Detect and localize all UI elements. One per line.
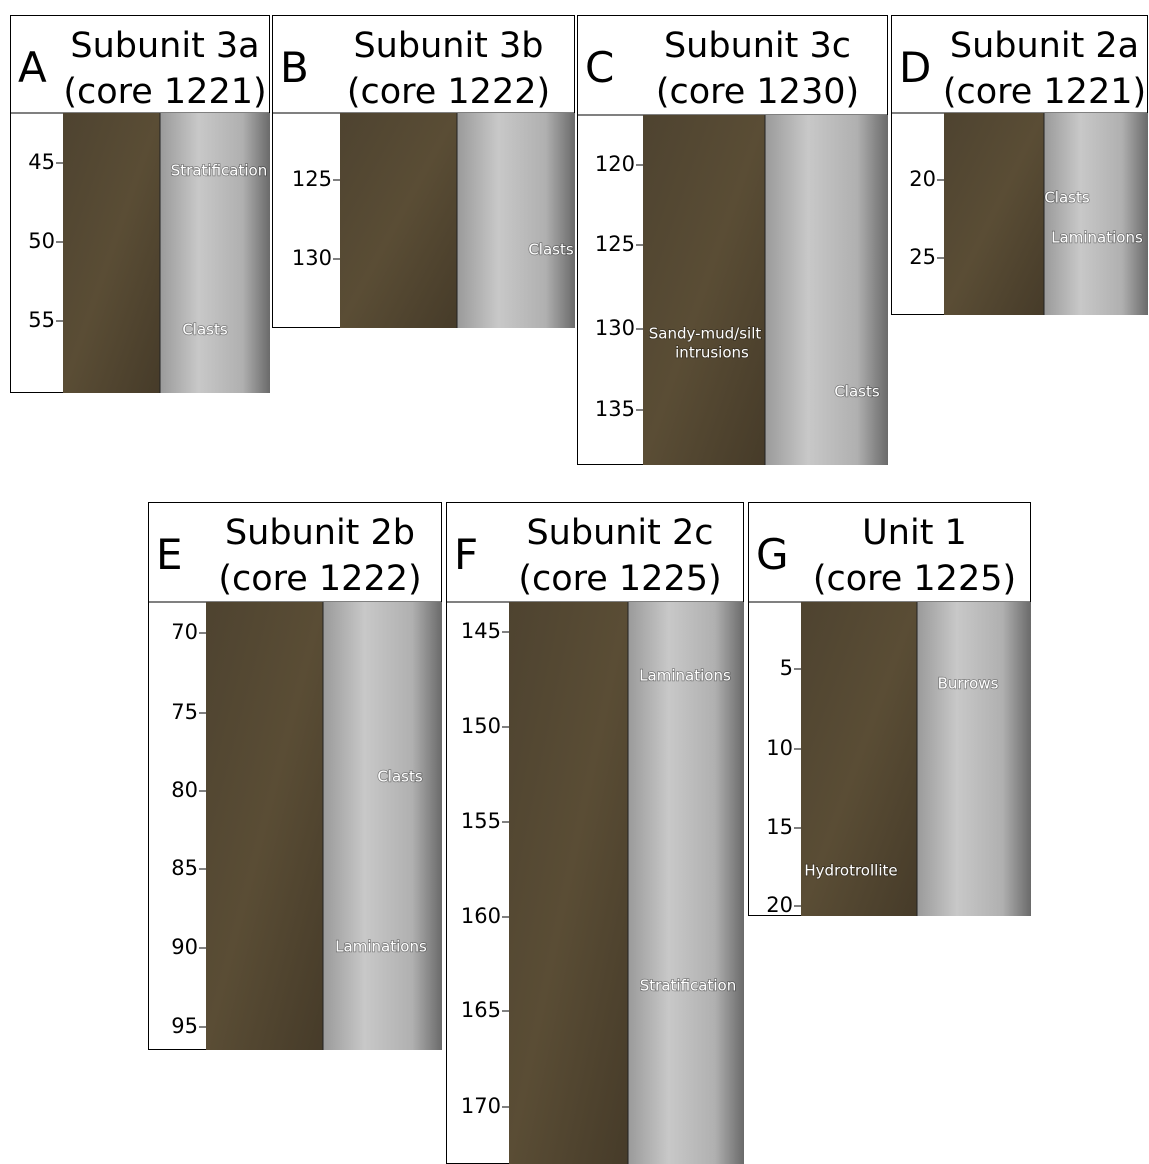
panel-letter: G <box>756 530 789 579</box>
depth-label: 20 <box>909 167 936 191</box>
panel-letter: B <box>280 43 309 92</box>
panel-title: Subunit 2a <box>950 26 1139 66</box>
annotation: Laminations <box>1051 229 1143 247</box>
depth-label: 130 <box>292 246 332 270</box>
core-photo <box>63 113 160 393</box>
depth-label: 85 <box>171 856 198 880</box>
panel-title: Subunit 2c <box>526 513 713 553</box>
annotation: Laminations <box>639 667 731 685</box>
depth-label: 170 <box>461 1094 501 1118</box>
panel-title: Subunit 2b <box>225 513 415 553</box>
core-xray <box>457 113 575 328</box>
depth-label: 155 <box>461 809 501 833</box>
annotation: Stratification <box>640 977 736 995</box>
core-xray <box>1044 113 1148 315</box>
depth-label: 45 <box>28 150 55 174</box>
depth-label: 20 <box>766 893 793 917</box>
core-xray <box>323 602 442 1050</box>
panel-subtitle: (core 1222) <box>218 559 421 599</box>
depth-label: 10 <box>766 736 793 760</box>
core-xray <box>628 602 744 1164</box>
panel-title: Unit 1 <box>862 513 967 553</box>
annotation: Clasts <box>1044 189 1090 207</box>
panel-title: Subunit 3b <box>353 26 543 66</box>
depth-label: 125 <box>595 232 635 256</box>
annotation: Hydrotrollite <box>804 862 897 880</box>
core-photo <box>801 602 917 916</box>
core-photo <box>340 113 457 328</box>
panel-letter: E <box>156 530 183 579</box>
depth-label: 90 <box>171 935 198 959</box>
depth-label: 125 <box>292 167 332 191</box>
panel-title: Subunit 3a <box>70 26 259 66</box>
depth-label: 165 <box>461 998 501 1022</box>
depth-label: 25 <box>909 245 936 269</box>
depth-label: 80 <box>171 778 198 802</box>
core-xray <box>917 602 1031 916</box>
core-photo <box>206 602 323 1050</box>
annotation: Clasts <box>182 321 228 339</box>
annotation: Burrows <box>938 675 999 693</box>
annotation: Clasts <box>377 768 423 786</box>
depth-label: 55 <box>28 308 55 332</box>
depth-label: 160 <box>461 904 501 928</box>
annotation: Laminations <box>335 938 427 956</box>
core-xray <box>160 113 270 393</box>
panel-letter: A <box>18 43 47 92</box>
depth-label: 5 <box>780 656 793 680</box>
core-xray <box>765 115 888 465</box>
panel-letter: D <box>899 43 931 92</box>
panel-subtitle: (core 1225) <box>518 559 721 599</box>
depth-label: 70 <box>171 620 198 644</box>
annotation: Stratification <box>171 162 267 180</box>
annotation: Clasts <box>834 383 880 401</box>
panel-subtitle: (core 1225) <box>813 559 1016 599</box>
depth-label: 130 <box>595 316 635 340</box>
core-photo <box>509 602 628 1164</box>
depth-label: 50 <box>28 229 55 253</box>
depth-label: 150 <box>461 714 501 738</box>
panel-subtitle: (core 1221) <box>943 72 1146 112</box>
panel-title: Subunit 3c <box>664 26 851 66</box>
depth-label: 145 <box>461 619 501 643</box>
panel-subtitle: (core 1221) <box>63 72 266 112</box>
depth-label: 15 <box>766 815 793 839</box>
annotation: Sandy-mud/silt <box>649 325 762 343</box>
core-photo <box>643 115 765 465</box>
panel-letter: F <box>454 530 478 579</box>
depth-label: 95 <box>171 1014 198 1038</box>
depth-label: 120 <box>595 152 635 176</box>
depth-label: 135 <box>595 397 635 421</box>
depth-label: 75 <box>171 700 198 724</box>
core-photo <box>944 113 1044 315</box>
panel-subtitle: (core 1222) <box>347 72 550 112</box>
annotation: intrusions <box>675 344 749 362</box>
panel-letter: C <box>585 43 614 92</box>
annotation: Clasts <box>528 241 574 259</box>
panel-subtitle: (core 1230) <box>656 72 859 112</box>
